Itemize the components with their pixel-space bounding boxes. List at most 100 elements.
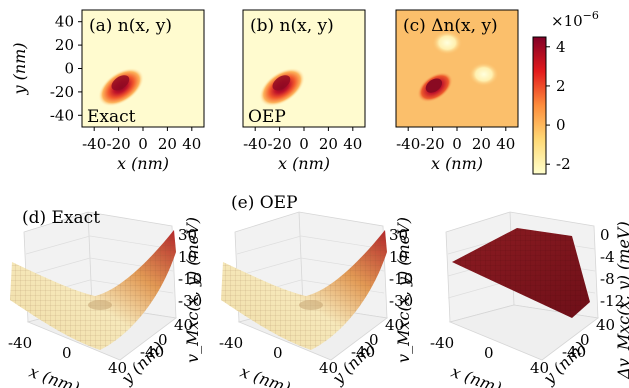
heatmap-panel-1: (b) n(x, y) OEP -40 -20 0 20 40 x (nm) <box>242 9 366 173</box>
y-tick-label: -20 <box>50 83 74 101</box>
y-axis-label: y (nm) <box>10 42 29 95</box>
colorbar-tick-label: -2 <box>556 155 571 173</box>
colorbar-ticks: 4 2 0 -2 <box>546 38 571 173</box>
x-tick-label: -40 <box>8 334 32 352</box>
y-tick-label: 0 <box>580 331 590 349</box>
panel-corner-label: Exact <box>87 107 136 127</box>
x-axis-label: x (nm) <box>27 362 82 388</box>
x-tick-label: 0 <box>273 344 283 362</box>
colorbar-tick-label: 0 <box>556 116 566 134</box>
y-tick-label: 0 <box>64 60 74 78</box>
z-axis-label: v_Mxc(x, y) (meV) <box>394 217 413 363</box>
x-tick-label: 0 <box>299 135 309 153</box>
x-tick-label: 0 <box>484 344 494 362</box>
grid-line <box>236 235 385 255</box>
floor-pane <box>448 304 599 361</box>
heatmap-background <box>396 10 518 127</box>
heatmap-background <box>243 10 365 127</box>
z-tick-label: -8 <box>600 270 615 288</box>
z-tick-label: -12 <box>600 292 624 310</box>
x-axis-label: x (nm) <box>431 154 483 173</box>
x-tick-label: 40 <box>530 359 549 377</box>
diff-max-core <box>425 78 443 93</box>
density-core <box>111 75 130 91</box>
x-tick-label: -40 <box>396 135 420 153</box>
pane-edge <box>298 211 304 306</box>
z-axis-label: v_Mxc(x, y) (meV) <box>183 217 202 363</box>
diff-minimum-1 <box>432 30 463 55</box>
surface-mesh <box>10 230 176 350</box>
z-tick-label: -10 <box>178 270 202 288</box>
x-axis-label: x (nm) <box>449 362 504 388</box>
x-tick-label: 20 <box>319 135 338 153</box>
heatmap-panel-2: (c) Δn(x, y) -40 -20 0 20 40 x (nm) <box>395 9 519 173</box>
z-tick-label: 0 <box>600 226 610 244</box>
diff-minimum-2 <box>468 62 499 87</box>
colorbar-tick-label: 4 <box>556 38 566 56</box>
surface-dip <box>299 300 323 310</box>
heatmap-row: (a) n(x, y)Exact-40 -20 0 20 40x (nm)40200-2… <box>10 9 519 173</box>
x-tick-label: 40 <box>496 135 515 153</box>
y-tick-label: 0 <box>369 331 379 349</box>
x-tick-label: -20 <box>107 135 131 153</box>
density-peak <box>259 67 306 107</box>
x-axis-label: x (nm) <box>278 154 330 173</box>
z-tick-label: -10 <box>389 270 413 288</box>
x-tick-label: -40 <box>430 334 454 352</box>
x-tick-label: 0 <box>62 344 72 362</box>
y-tick-label: 20 <box>55 36 74 54</box>
panel-label: (e) OEP <box>231 193 298 213</box>
y-tick-label: -40 <box>351 343 375 361</box>
x-tick-label: -20 <box>268 135 292 153</box>
panel-label: (a) n(x, y) <box>89 16 172 36</box>
colorbar: ×10−6 4 2 0 -2 <box>532 9 599 175</box>
x-tick-label: 40 <box>108 359 127 377</box>
y-tick-label: -40 <box>562 343 586 361</box>
z-tick-label: -30 <box>389 292 413 310</box>
z-tick-label: 30 <box>178 226 197 244</box>
diff-maximum <box>417 72 453 103</box>
x-tick-label: 20 <box>158 135 177 153</box>
x-tick-label: 20 <box>472 135 491 153</box>
pane-edge <box>87 211 93 306</box>
y-tick-label: 40 <box>55 13 74 31</box>
panel-label: (b) n(x, y) <box>250 16 334 36</box>
x-tick-label: 40 <box>319 359 338 377</box>
z-axis-label: Δv_Mxc(x, y) (meV) <box>614 221 629 379</box>
y-tick-label: -40 <box>50 106 74 124</box>
z-tick-label: 30 <box>389 226 408 244</box>
colorbar-exponent: ×10−6 <box>551 9 599 30</box>
z-tick-label: 10 <box>178 248 197 266</box>
x-tick-label: -40 <box>82 135 106 153</box>
grid-line <box>25 235 174 255</box>
z-tick-label: -30 <box>178 292 202 310</box>
panel-corner-label: OEP <box>248 107 286 127</box>
density-core <box>272 75 291 91</box>
panel-label: (d) Exact <box>22 208 100 228</box>
density-peak <box>98 67 145 107</box>
x-tick-label: -40 <box>243 135 267 153</box>
surface-mesh <box>221 230 387 350</box>
x-tick-label: -20 <box>421 135 445 153</box>
colorbar-tick-label: 2 <box>556 77 566 95</box>
surface-mesh <box>452 228 590 318</box>
heatmap-background <box>82 10 204 127</box>
y-tick-label: 0 <box>158 331 168 349</box>
y-tick-label: 40 <box>596 316 615 334</box>
y-tick-label: 40 <box>385 316 404 334</box>
heatmap-panel-0: (a) n(x, y)Exact-40 -20 0 20 40x (nm)40200-2… <box>10 9 205 173</box>
x-tick-label: 40 <box>182 135 201 153</box>
z-tick-label: 10 <box>389 248 408 266</box>
x-axis-label: x (nm) <box>238 362 293 388</box>
x-tick-label: 40 <box>343 135 362 153</box>
surface-dip <box>88 300 112 310</box>
y-tick-label: -40 <box>140 343 164 361</box>
colorbar-gradient <box>532 36 547 175</box>
z-tick-label: -4 <box>600 248 615 266</box>
x-tick-label: 0 <box>138 135 148 153</box>
x-axis-label: x (nm) <box>117 154 169 173</box>
